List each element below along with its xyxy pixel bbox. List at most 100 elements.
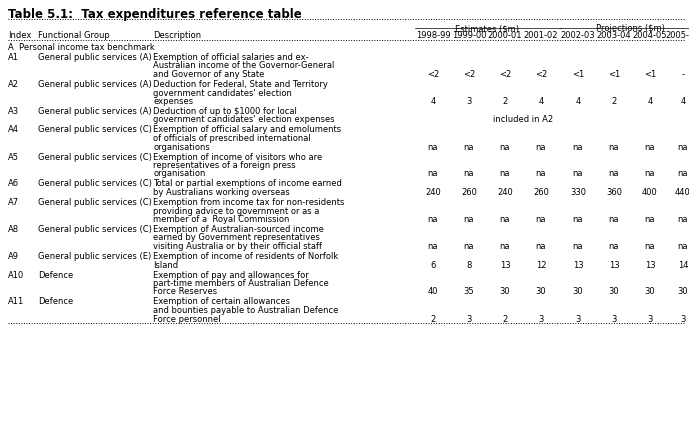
Text: Table 5.1:  Tax expenditures reference table: Table 5.1: Tax expenditures reference ta… (8, 8, 302, 21)
Text: 4: 4 (431, 97, 435, 106)
Text: 1998-99: 1998-99 (415, 31, 451, 40)
Text: A  Personal income tax benchmark: A Personal income tax benchmark (8, 43, 155, 52)
Text: <1: <1 (644, 70, 656, 79)
Text: na: na (536, 215, 546, 224)
Text: General public services (C): General public services (C) (38, 125, 152, 134)
Text: na: na (678, 169, 688, 178)
Text: 6: 6 (431, 260, 435, 269)
Text: representatives of a foreign press: representatives of a foreign press (153, 161, 296, 169)
Text: government candidates' election expenses: government candidates' election expenses (153, 115, 335, 124)
Text: na: na (464, 241, 474, 250)
Text: <2: <2 (427, 70, 439, 79)
Text: na: na (500, 142, 511, 151)
Text: 3: 3 (611, 314, 617, 323)
Text: and bounties payable to Australian Defence: and bounties payable to Australian Defen… (153, 305, 338, 314)
Text: Total or partial exemptions of income earned: Total or partial exemptions of income ea… (153, 179, 342, 188)
Text: 30: 30 (608, 287, 619, 296)
Text: na: na (678, 142, 688, 151)
Text: 4: 4 (680, 97, 686, 106)
Text: 240: 240 (425, 187, 441, 197)
Text: na: na (500, 241, 511, 250)
Text: Estimates ($m): Estimates ($m) (455, 24, 519, 33)
Text: na: na (464, 142, 474, 151)
Text: 30: 30 (535, 287, 546, 296)
Text: 330: 330 (570, 187, 586, 197)
Text: Exemption of certain allowances: Exemption of certain allowances (153, 297, 290, 306)
Text: 13: 13 (645, 260, 655, 269)
Text: 2000-01: 2000-01 (488, 31, 522, 40)
Text: 14: 14 (678, 260, 688, 269)
Text: A1: A1 (8, 53, 19, 62)
Text: <1: <1 (608, 70, 620, 79)
Text: General public services (C): General public services (C) (38, 179, 152, 188)
Text: Deduction of up to $1000 for local: Deduction of up to $1000 for local (153, 107, 297, 116)
Text: A4: A4 (8, 125, 19, 134)
Text: A9: A9 (8, 252, 19, 261)
Text: 2005-06: 2005-06 (666, 31, 689, 40)
Text: A7: A7 (8, 197, 19, 206)
Text: Index: Index (8, 31, 32, 40)
Text: na: na (428, 142, 438, 151)
Text: 3: 3 (466, 97, 472, 106)
Text: General public services (A): General public services (A) (38, 53, 152, 62)
Text: 30: 30 (678, 287, 688, 296)
Text: 400: 400 (642, 187, 658, 197)
Text: -: - (681, 70, 684, 79)
Text: 35: 35 (464, 287, 474, 296)
Text: na: na (645, 215, 655, 224)
Text: A8: A8 (8, 224, 19, 233)
Text: 8: 8 (466, 260, 472, 269)
Text: 240: 240 (497, 187, 513, 197)
Text: 2003-04: 2003-04 (597, 31, 631, 40)
Text: 3: 3 (680, 314, 686, 323)
Text: na: na (536, 241, 546, 250)
Text: na: na (536, 142, 546, 151)
Text: A5: A5 (8, 152, 19, 161)
Text: 13: 13 (608, 260, 619, 269)
Text: na: na (609, 169, 619, 178)
Text: A2: A2 (8, 80, 19, 89)
Text: General public services (E): General public services (E) (38, 252, 152, 261)
Text: na: na (609, 215, 619, 224)
Text: organisation: organisation (153, 169, 205, 178)
Text: na: na (428, 241, 438, 250)
Text: of officials of prescribed international: of officials of prescribed international (153, 134, 311, 143)
Text: 30: 30 (573, 287, 584, 296)
Text: 2: 2 (502, 97, 508, 106)
Text: na: na (500, 169, 511, 178)
Text: 1999-00: 1999-00 (452, 31, 486, 40)
Text: government candidates' election: government candidates' election (153, 88, 292, 97)
Text: part-time members of Australian Defence: part-time members of Australian Defence (153, 278, 329, 287)
Text: na: na (678, 241, 688, 250)
Text: expenses: expenses (153, 97, 193, 106)
Text: na: na (464, 215, 474, 224)
Text: A11: A11 (8, 297, 24, 306)
Text: Projections ($m): Projections ($m) (596, 24, 665, 33)
Text: earned by Government representatives: earned by Government representatives (153, 233, 320, 242)
Text: Deduction for Federal, State and Territory: Deduction for Federal, State and Territo… (153, 80, 328, 89)
Text: 4: 4 (648, 97, 652, 106)
Text: 440: 440 (675, 187, 689, 197)
Text: 2002-03: 2002-03 (561, 31, 595, 40)
Text: na: na (573, 142, 584, 151)
Text: included in A2: included in A2 (493, 115, 553, 124)
Text: Exemption of income of visitors who are: Exemption of income of visitors who are (153, 152, 322, 161)
Text: Exemption of pay and allowances for: Exemption of pay and allowances for (153, 270, 309, 279)
Text: na: na (428, 215, 438, 224)
Text: A10: A10 (8, 270, 24, 279)
Text: 2001-02: 2001-02 (524, 31, 558, 40)
Text: na: na (573, 215, 584, 224)
Text: na: na (609, 142, 619, 151)
Text: na: na (609, 241, 619, 250)
Text: General public services (A): General public services (A) (38, 80, 152, 89)
Text: na: na (536, 169, 546, 178)
Text: 13: 13 (573, 260, 584, 269)
Text: 2004-05: 2004-05 (633, 31, 667, 40)
Text: 2: 2 (611, 97, 617, 106)
Text: General public services (A): General public services (A) (38, 107, 152, 116)
Text: and Governor of any State: and Governor of any State (153, 70, 265, 79)
Text: Exemption from income tax for non-residents: Exemption from income tax for non-reside… (153, 197, 344, 206)
Text: 3: 3 (575, 314, 581, 323)
Text: na: na (573, 241, 584, 250)
Text: 3: 3 (647, 314, 652, 323)
